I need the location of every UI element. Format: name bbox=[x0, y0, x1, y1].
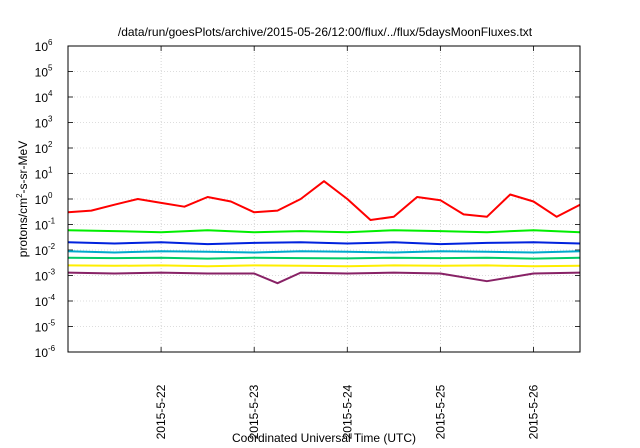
y-tick-label: 100 bbox=[35, 191, 53, 207]
y-tick-base: 10 bbox=[35, 91, 49, 105]
x-tick-label: 2015-5-24 bbox=[340, 384, 354, 439]
series-group bbox=[67, 180, 581, 285]
y-tick-exponent: 6 bbox=[48, 38, 53, 47]
x-axis-label: Coordinated Universal Time (UTC) bbox=[232, 431, 416, 445]
plot-frame bbox=[67, 45, 581, 353]
y-tick-exponent: -5 bbox=[48, 319, 56, 328]
y-tick-exponent: 2 bbox=[48, 140, 53, 149]
y-tick-label: 105 bbox=[35, 64, 53, 80]
y-tick-exponent: 5 bbox=[48, 64, 53, 73]
y-tick-base: 10 bbox=[35, 142, 49, 156]
y-tick-label: 10-5 bbox=[35, 319, 56, 335]
y-tick-labels: 10-610-510-410-310-210-11001011021031041… bbox=[35, 38, 56, 360]
y-axis-label: protons/cm2-s-sr-MeV bbox=[15, 141, 30, 257]
y-tick-exponent: -3 bbox=[48, 268, 56, 277]
x-tick-label: 2015-5-22 bbox=[154, 384, 168, 439]
y-tick-label: 10-1 bbox=[35, 217, 56, 233]
y-tick-label: 10-3 bbox=[35, 268, 56, 284]
y-tick-label: 103 bbox=[35, 115, 53, 131]
y-tick-base: 10 bbox=[35, 40, 49, 54]
y-tick-base: 10 bbox=[35, 321, 49, 335]
y-tick-exponent: -2 bbox=[48, 242, 56, 251]
y-axis-label-rest: -s-sr-MeV bbox=[16, 141, 30, 194]
y-tick-exponent: -1 bbox=[48, 217, 56, 226]
x-tick-label: 2015-5-26 bbox=[526, 384, 540, 439]
y-tick-exponent: 4 bbox=[48, 89, 53, 98]
y-tick-base: 10 bbox=[35, 270, 49, 284]
x-tick-label: 2015-5-23 bbox=[247, 384, 261, 439]
y-tick-exponent: -4 bbox=[48, 293, 56, 302]
y-axis-label-sup: 2 bbox=[15, 193, 24, 198]
series-line bbox=[67, 271, 581, 285]
y-tick-base: 10 bbox=[35, 66, 49, 80]
y-tick-label: 101 bbox=[35, 166, 53, 182]
series-line bbox=[67, 241, 581, 246]
y-tick-base: 10 bbox=[35, 244, 49, 258]
series-line bbox=[67, 250, 581, 254]
y-tick-label: 10-4 bbox=[35, 293, 56, 309]
series-line bbox=[67, 256, 581, 260]
y-tick-label: 104 bbox=[35, 89, 53, 105]
x-tick-label: 2015-5-25 bbox=[433, 384, 447, 439]
x-tick-labels: 2015-5-22 2015-5-23 2015-5-24 2015-5-25 2015… bbox=[154, 384, 540, 439]
series-line bbox=[67, 229, 581, 234]
y-tick-base: 10 bbox=[35, 117, 49, 131]
y-tick-label: 106 bbox=[35, 38, 53, 54]
y-tick-exponent: 3 bbox=[48, 115, 53, 124]
chart-title: /data/run/goesPlots/archive/2015-05-26/1… bbox=[118, 25, 533, 39]
series-line bbox=[67, 264, 581, 268]
y-tick-exponent: -6 bbox=[48, 344, 56, 353]
y-tick-base: 10 bbox=[35, 168, 49, 182]
y-tick-base: 10 bbox=[35, 295, 49, 309]
y-tick-label: 10-6 bbox=[35, 344, 56, 360]
y-tick-label: 10-2 bbox=[35, 242, 56, 258]
y-tick-exponent: 0 bbox=[48, 191, 53, 200]
grid bbox=[68, 45, 580, 353]
series-line bbox=[67, 180, 581, 221]
y-tick-exponent: 1 bbox=[48, 166, 53, 175]
y-tick-base: 10 bbox=[35, 346, 49, 360]
y-tick-base: 10 bbox=[35, 219, 49, 233]
y-axis-label-base: protons/cm bbox=[16, 198, 30, 257]
y-tick-label: 102 bbox=[35, 140, 53, 156]
y-tick-base: 10 bbox=[35, 193, 49, 207]
